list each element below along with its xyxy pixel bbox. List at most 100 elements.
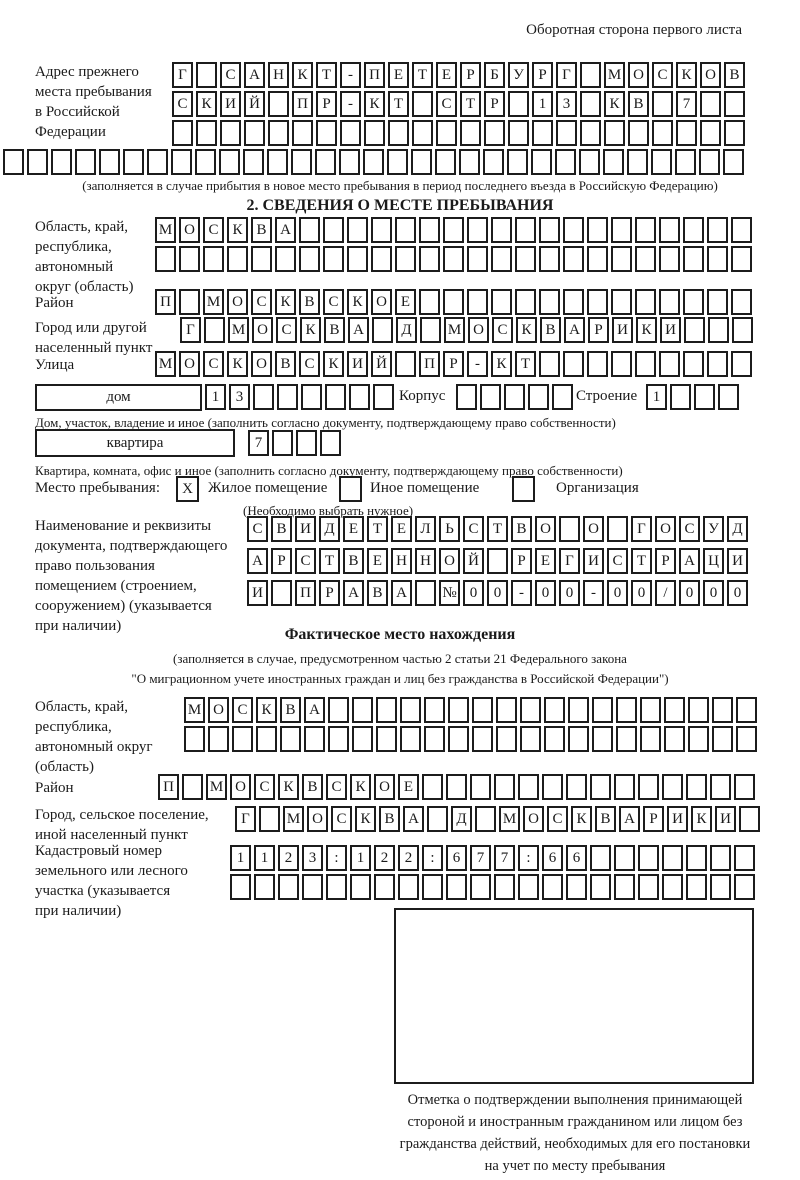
char-cell[interactable]: С	[251, 289, 272, 315]
char-cell[interactable]	[395, 351, 416, 377]
char-cell[interactable]	[230, 874, 251, 900]
char-cell[interactable]	[487, 548, 508, 574]
char-cell[interactable]	[352, 697, 373, 723]
char-cell[interactable]: -	[511, 580, 532, 606]
char-cell[interactable]: 1	[532, 91, 553, 117]
char-cell[interactable]: В	[540, 317, 561, 343]
char-cell[interactable]	[640, 726, 661, 752]
char-cell[interactable]: И	[660, 317, 681, 343]
char-cell[interactable]: Й	[371, 351, 392, 377]
char-cell[interactable]: Г	[559, 548, 580, 574]
char-cell[interactable]: Д	[451, 806, 472, 832]
char-cell[interactable]: Е	[395, 289, 416, 315]
char-cell[interactable]	[707, 351, 728, 377]
char-cell[interactable]	[638, 845, 659, 871]
char-cell[interactable]	[515, 217, 536, 243]
char-cell[interactable]: С	[247, 516, 268, 542]
char-cell[interactable]	[611, 217, 632, 243]
char-cell[interactable]	[684, 317, 705, 343]
char-cell[interactable]	[302, 874, 323, 900]
char-cell[interactable]: Ь	[439, 516, 460, 542]
char-cell[interactable]: К	[347, 289, 368, 315]
char-cell[interactable]	[556, 120, 577, 146]
char-cell[interactable]	[566, 874, 587, 900]
char-cell[interactable]	[712, 726, 733, 752]
char-cell[interactable]: С	[203, 351, 224, 377]
char-cell[interactable]	[427, 806, 448, 832]
char-cell[interactable]: 6	[542, 845, 563, 871]
char-cell[interactable]	[172, 120, 193, 146]
char-cell[interactable]	[496, 726, 517, 752]
char-cell[interactable]	[420, 317, 441, 343]
char-cell[interactable]: О	[251, 351, 272, 377]
char-cell[interactable]	[388, 120, 409, 146]
char-cell[interactable]	[590, 774, 611, 800]
char-cell[interactable]	[460, 120, 481, 146]
char-cell[interactable]	[350, 874, 371, 900]
char-cell[interactable]: Р	[655, 548, 676, 574]
char-cell[interactable]: О	[179, 351, 200, 377]
char-cell[interactable]	[271, 580, 292, 606]
char-cell[interactable]: Е	[535, 548, 556, 574]
char-cell[interactable]: В	[367, 580, 388, 606]
char-cell[interactable]	[640, 697, 661, 723]
char-cell[interactable]	[204, 317, 225, 343]
char-cell[interactable]	[539, 351, 560, 377]
char-cell[interactable]	[123, 149, 144, 175]
char-cell[interactable]: Т	[367, 516, 388, 542]
char-cell[interactable]	[518, 874, 539, 900]
char-cell[interactable]	[448, 726, 469, 752]
char-cell[interactable]: Ц	[703, 548, 724, 574]
char-cell[interactable]: А	[564, 317, 585, 343]
char-cell[interactable]	[566, 774, 587, 800]
char-cell[interactable]: Р	[484, 91, 505, 117]
char-cell[interactable]	[278, 874, 299, 900]
char-cell[interactable]	[299, 217, 320, 243]
char-cell[interactable]	[419, 217, 440, 243]
char-cell[interactable]	[244, 120, 265, 146]
char-cell[interactable]: 3	[302, 845, 323, 871]
char-cell[interactable]	[638, 874, 659, 900]
char-cell[interactable]	[710, 874, 731, 900]
char-cell[interactable]: М	[155, 217, 176, 243]
char-cell[interactable]	[316, 120, 337, 146]
char-cell[interactable]: О	[583, 516, 604, 542]
char-cell[interactable]	[635, 351, 656, 377]
char-cell[interactable]	[518, 774, 539, 800]
char-cell[interactable]	[580, 62, 601, 88]
char-cell[interactable]: С	[299, 351, 320, 377]
char-cell[interactable]	[491, 246, 512, 272]
char-cell[interactable]: В	[724, 62, 745, 88]
char-cell[interactable]	[504, 384, 525, 410]
char-cell[interactable]: А	[391, 580, 412, 606]
char-cell[interactable]: К	[292, 62, 313, 88]
char-cell[interactable]	[604, 120, 625, 146]
char-cell[interactable]: В	[595, 806, 616, 832]
char-cell[interactable]: Р	[643, 806, 664, 832]
char-cell[interactable]	[587, 289, 608, 315]
char-cell[interactable]	[592, 697, 613, 723]
char-cell[interactable]: К	[604, 91, 625, 117]
char-cell[interactable]	[467, 289, 488, 315]
char-cell[interactable]	[627, 149, 648, 175]
char-cell[interactable]	[710, 774, 731, 800]
char-cell[interactable]: 0	[535, 580, 556, 606]
char-cell[interactable]	[472, 726, 493, 752]
char-cell[interactable]: С	[220, 62, 241, 88]
char-cell[interactable]: В	[299, 289, 320, 315]
char-cell[interactable]	[422, 774, 443, 800]
char-cell[interactable]	[232, 726, 253, 752]
char-cell[interactable]: Р	[588, 317, 609, 343]
char-cell[interactable]	[467, 217, 488, 243]
char-cell[interactable]: М	[228, 317, 249, 343]
char-cell[interactable]	[435, 149, 456, 175]
char-cell[interactable]	[179, 289, 200, 315]
char-cell[interactable]	[611, 351, 632, 377]
char-cell[interactable]	[686, 874, 707, 900]
char-cell[interactable]: К	[323, 351, 344, 377]
char-cell[interactable]: К	[227, 351, 248, 377]
checkbox-organization[interactable]	[512, 476, 535, 502]
char-cell[interactable]: К	[275, 289, 296, 315]
char-cell[interactable]: 3	[229, 384, 250, 410]
char-cell[interactable]: Т	[487, 516, 508, 542]
